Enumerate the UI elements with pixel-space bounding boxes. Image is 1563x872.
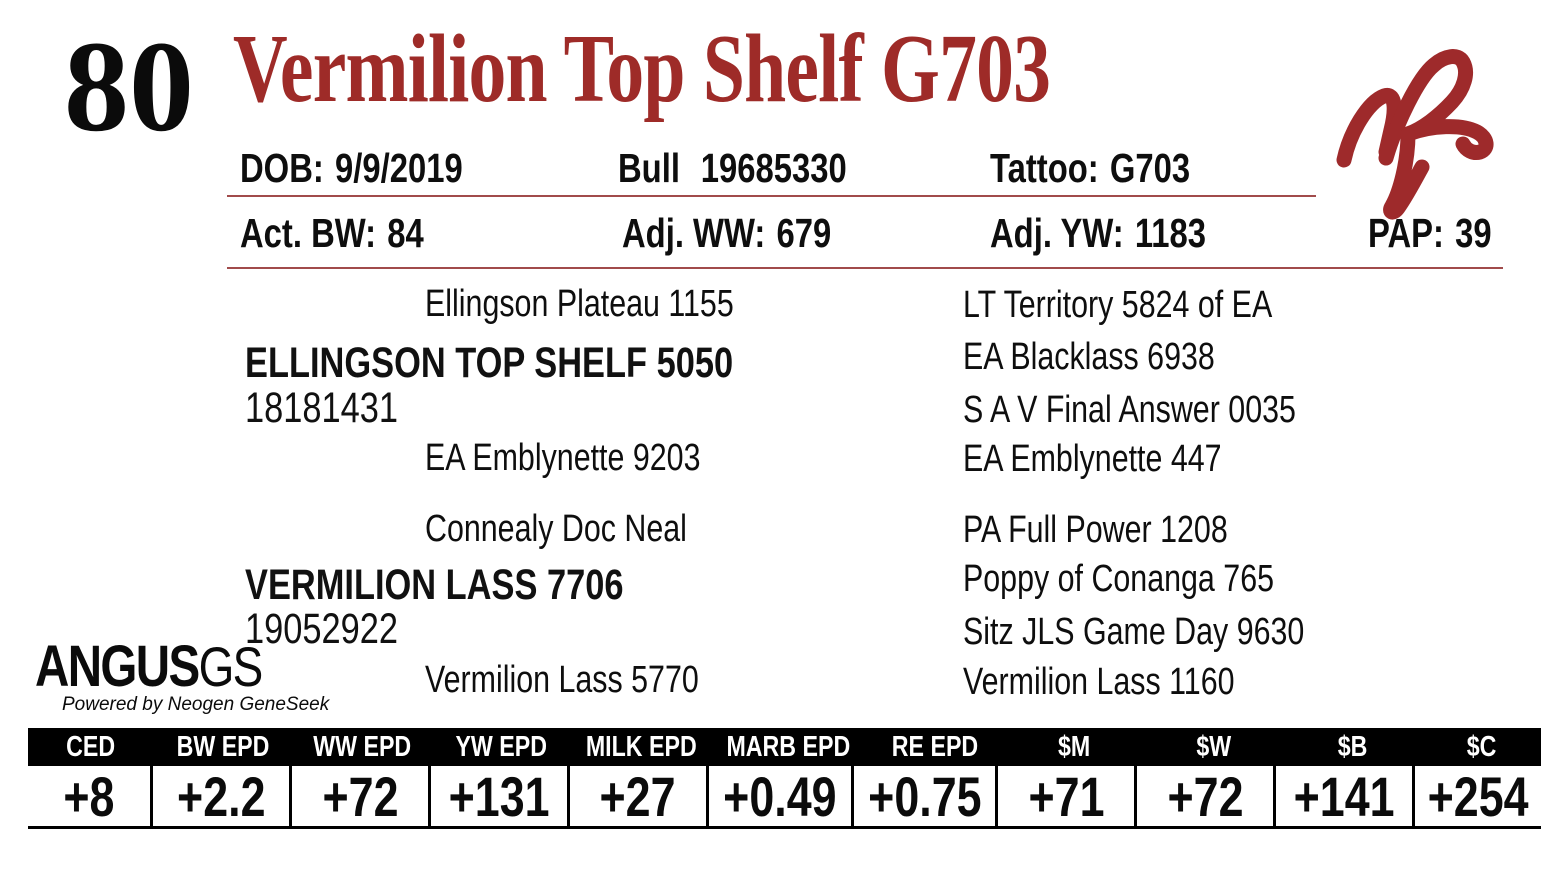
- angus-gs-logo-main: ANGUS: [35, 634, 200, 699]
- adj-yw-label: Adj. YW:: [990, 210, 1124, 256]
- pap-value: 39: [1455, 210, 1492, 256]
- adj-ww-field: Adj. WW: 679: [622, 213, 831, 254]
- tattoo-label: Tattoo:: [990, 145, 1099, 191]
- epd-value-ced: +8: [28, 765, 154, 828]
- sire-ancestor-4: EA Emblynette 447: [963, 438, 1222, 480]
- epd-header-re: RE EPD: [891, 730, 979, 763]
- epd-header-dollar-w: $W: [1196, 730, 1231, 763]
- epd-table-header-row: CED BW EPD WW EPD YW EPD MILK EPD MARB E…: [28, 728, 1541, 766]
- epd-header-bw: BW EPD: [176, 730, 270, 763]
- adj-yw-value: 1183: [1134, 210, 1206, 256]
- epd-header-dollar-b: $B: [1338, 730, 1368, 763]
- dob-value: 9/9/2019: [335, 145, 463, 191]
- dam-ancestor-1: PA Full Power 1208: [963, 509, 1228, 551]
- epd-header-marb: MARB EPD: [726, 730, 850, 763]
- sire-reg-number: 18181431: [245, 384, 399, 432]
- dam-grandsire: Connealy Doc Neal: [425, 508, 687, 550]
- epd-value-marb: +0.49: [709, 765, 854, 828]
- lot-number: 80: [64, 15, 194, 159]
- sire-ancestor-2: EA Blacklass 6938: [963, 336, 1215, 378]
- adj-ww-label: Adj. WW:: [622, 210, 766, 256]
- dam-ancestor-3: Sitz JLS Game Day 9630: [963, 611, 1305, 653]
- dam-granddam: Vermilion Lass 5770: [425, 659, 699, 701]
- epd-header-dollar-c: $C: [1466, 730, 1497, 763]
- sex-reg-field: Bull 19685330: [618, 148, 847, 189]
- dam-name: VERMILION LASS 7706: [245, 561, 624, 609]
- epd-header-dollar-m: $M: [1058, 730, 1091, 763]
- epd-header-ced: CED: [66, 730, 116, 763]
- epd-header-ww: WW EPD: [313, 730, 412, 763]
- epd-value-dollar-w: +72: [1137, 765, 1276, 828]
- epd-value-bw: +2.2: [153, 765, 293, 828]
- angus-gs-tagline: Powered by Neogen GeneSeek: [62, 694, 330, 715]
- epd-table-values-row: +8 +2.2 +72 +131 +27 +0.49 +0.75 +71 +72…: [28, 764, 1541, 829]
- sire-ancestor-1: LT Territory 5824 of EA: [963, 284, 1273, 326]
- sex-label: Bull: [618, 145, 680, 191]
- adj-ww-value: 679: [776, 210, 832, 256]
- epd-header-yw: YW EPD: [455, 730, 548, 763]
- red-divider-top: [227, 195, 1316, 197]
- epd-value-dollar-c: +254: [1427, 764, 1529, 828]
- epd-value-milk: +27: [570, 765, 709, 828]
- pap-field: PAP: 39: [1368, 213, 1492, 254]
- dob-label: DOB:: [240, 145, 324, 191]
- act-bw-value: 84: [387, 210, 424, 256]
- epd-value-yw: +131: [431, 765, 570, 828]
- sire-ancestor-3: S A V Final Answer 0035: [963, 389, 1296, 431]
- act-bw-field: Act. BW: 84: [240, 213, 424, 254]
- red-divider-bottom: [227, 267, 1503, 269]
- dam-ancestor-4: Vermilion Lass 1160: [963, 661, 1235, 703]
- dam-reg-number: 19052922: [245, 605, 399, 653]
- dob-field: DOB: 9/9/2019: [240, 148, 463, 189]
- registration-number: 19685330: [700, 145, 847, 191]
- animal-name-title: Vermilion Top Shelf G703: [233, 15, 1051, 122]
- angus-gs-logo-suffix: GS: [198, 635, 264, 698]
- pap-label: PAP:: [1368, 210, 1444, 256]
- adj-yw-field: Adj. YW: 1183: [990, 213, 1206, 254]
- epd-table: CED BW EPD WW EPD YW EPD MILK EPD MARB E…: [28, 728, 1541, 829]
- act-bw-label: Act. BW:: [240, 210, 377, 256]
- tattoo-field: Tattoo: G703: [990, 148, 1190, 189]
- epd-value-re: +0.75: [854, 765, 999, 828]
- angus-gs-logo: ANGUSGS: [35, 638, 311, 696]
- epd-value-dollar-m: +71: [998, 765, 1138, 828]
- epd-value-dollar-b: +141: [1276, 765, 1415, 828]
- sire-granddam: EA Emblynette 9203: [425, 437, 701, 479]
- sire-grandsire: Ellingson Plateau 1155: [425, 283, 734, 325]
- dam-ancestor-2: Poppy of Conanga 765: [963, 558, 1275, 600]
- sire-name: ELLINGSON TOP SHELF 5050: [245, 339, 734, 387]
- vermilion-ranch-brand-icon: [1336, 49, 1494, 220]
- epd-header-milk: MILK EPD: [585, 730, 697, 763]
- epd-value-ww: +72: [292, 765, 432, 828]
- tattoo-value: G703: [1109, 145, 1191, 191]
